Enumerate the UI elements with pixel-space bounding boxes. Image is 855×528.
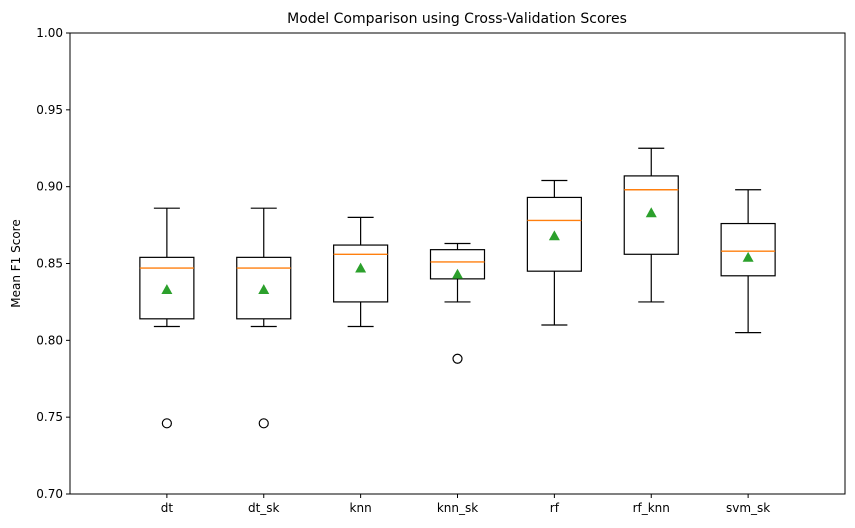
box-rf xyxy=(526,179,582,326)
y-axis-label: Mean F1 Score xyxy=(9,219,23,307)
iqr-box xyxy=(720,222,776,277)
x-axis: dt dt_sk knn knn_sk rf rf_knn svm_sk xyxy=(161,494,770,515)
y-axis: 0.70 0.75 0.80 0.85 0.90 0.95 1.00 xyxy=(36,26,70,501)
mean-marker xyxy=(452,268,463,279)
outlier-point xyxy=(452,353,463,364)
mean-marker xyxy=(645,207,657,218)
x-tick-label: dt_sk xyxy=(248,501,280,515)
iqr-box xyxy=(623,175,679,255)
box-knn xyxy=(333,216,389,328)
y-tick-label: 0.80 xyxy=(36,333,63,347)
x-tick-label: rf xyxy=(550,501,560,515)
mean-marker xyxy=(161,284,173,295)
iqr-box xyxy=(139,256,195,320)
y-tick-label: 1.00 xyxy=(36,26,63,40)
x-tick-label: svm_sk xyxy=(726,501,770,515)
mean-marker xyxy=(355,262,367,273)
y-tick-label: 0.90 xyxy=(36,180,63,194)
x-tick-label: rf_knn xyxy=(633,501,670,515)
box-rf_knn xyxy=(623,147,679,303)
box-knn_sk xyxy=(429,242,486,364)
mean-marker xyxy=(548,230,560,241)
y-tick-label: 0.70 xyxy=(36,487,63,501)
y-tick-label: 0.85 xyxy=(36,257,63,271)
chart-title: Model Comparison using Cross-Validation … xyxy=(287,11,627,27)
outlier-point xyxy=(161,418,172,429)
outlier-point xyxy=(258,418,269,429)
y-tick-label: 0.95 xyxy=(36,103,63,117)
x-tick-label: knn_sk xyxy=(437,501,478,515)
iqr-box xyxy=(333,244,389,303)
plot-area xyxy=(139,147,776,429)
mean-marker xyxy=(742,251,754,262)
x-tick-label: knn xyxy=(350,501,372,515)
plot-frame xyxy=(69,32,846,495)
box-dt xyxy=(139,207,195,429)
iqr-box xyxy=(526,196,582,272)
mean-marker xyxy=(258,284,270,295)
box-svm_sk xyxy=(720,189,776,334)
x-tick-label: dt xyxy=(161,501,174,515)
box-dt_sk xyxy=(236,207,292,429)
iqr-box xyxy=(429,249,486,280)
iqr-box xyxy=(236,256,292,320)
y-tick-label: 0.75 xyxy=(36,410,63,424)
